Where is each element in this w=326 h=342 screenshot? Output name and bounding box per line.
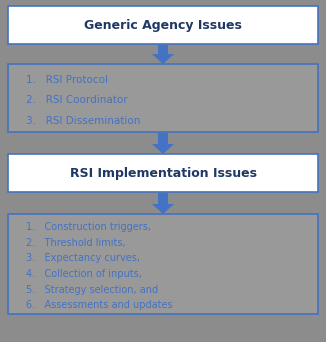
Text: Generic Agency Issues: Generic Agency Issues (84, 18, 242, 31)
Polygon shape (152, 144, 174, 154)
Bar (8, 6, 318, 44)
Text: 3.   RSI Dissemination: 3. RSI Dissemination (26, 116, 141, 126)
Polygon shape (152, 54, 174, 64)
Text: 1.   RSI Protocol: 1. RSI Protocol (26, 75, 108, 85)
Bar (8, 154, 318, 192)
Text: RSI Implementation Issues: RSI Implementation Issues (69, 167, 257, 180)
Text: 2.   Threshold limits,: 2. Threshold limits, (26, 238, 126, 248)
Bar (158, 45, 168, 54)
Text: 1.   Construction triggers,: 1. Construction triggers, (26, 222, 151, 232)
Text: 2.   RSI Coordinator: 2. RSI Coordinator (26, 95, 127, 105)
Polygon shape (152, 204, 174, 214)
Bar (8, 64, 318, 132)
Text: 5.   Strategy selection, and: 5. Strategy selection, and (26, 285, 158, 295)
Bar (158, 133, 168, 144)
Bar (8, 214, 318, 314)
Bar (158, 193, 168, 204)
Text: 3.   Expectancy curves,: 3. Expectancy curves, (26, 253, 140, 263)
Text: 4.   Collection of inputs,: 4. Collection of inputs, (26, 269, 142, 279)
Text: 6.   Assessments and updates: 6. Assessments and updates (26, 300, 173, 311)
